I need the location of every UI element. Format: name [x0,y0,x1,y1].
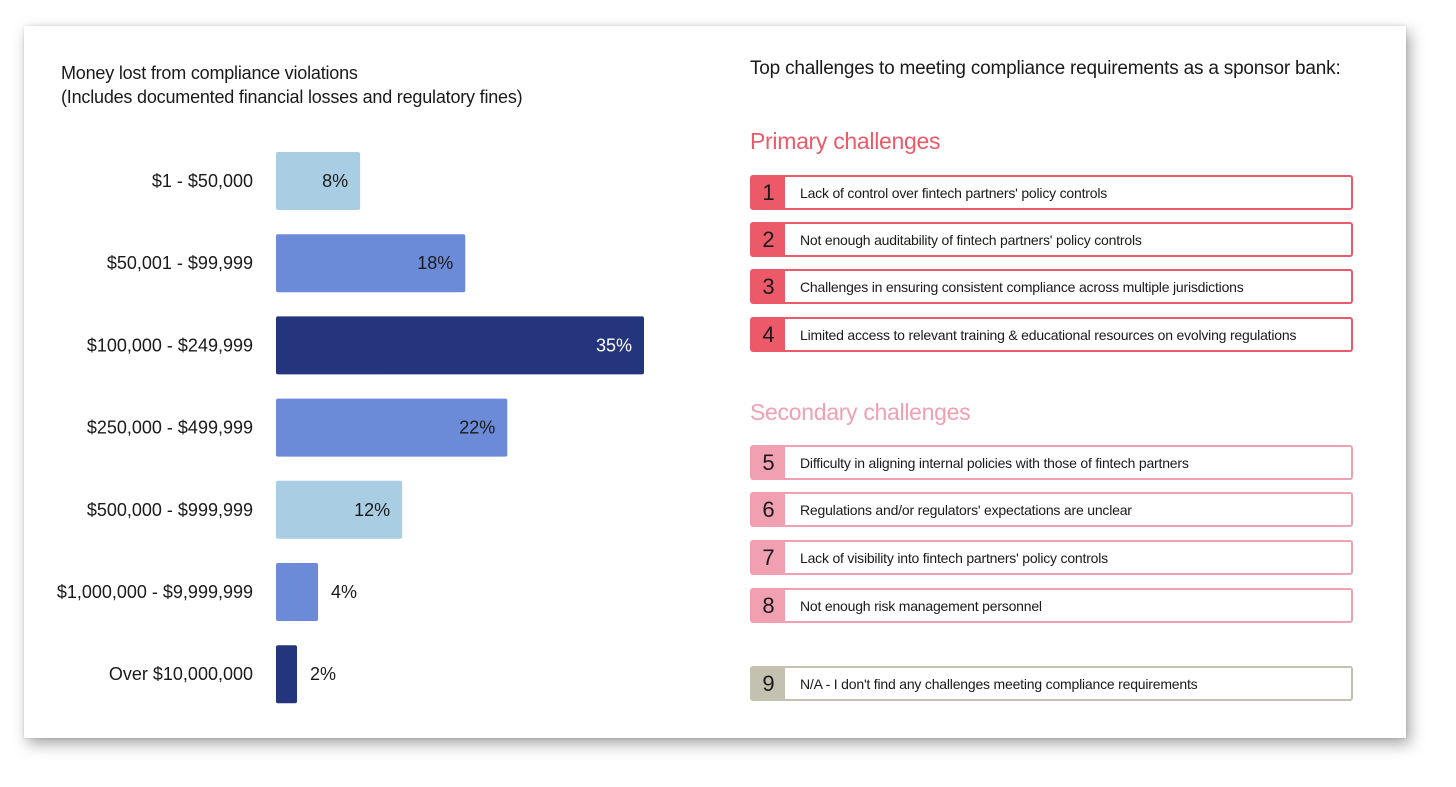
money-lost-bar-chart: $1 - $50,000 8% $50,001 - $99,999 18% $100,0… [57,152,644,704]
data-label: 22% [459,418,495,438]
challenge-text: Challenges in ensuring consistent compli… [800,278,1244,295]
data-label: 12% [354,500,390,520]
bar [276,152,361,210]
category-label: $500,000 - $999,999 [87,500,253,520]
secondary-challenges-heading: Secondary challenges [750,399,971,425]
category-label: $100,000 - $249,999 [87,335,253,355]
bar [276,480,403,539]
challenge-number: 3 [752,271,785,302]
primary-challenges-heading: Primary challenges [750,128,941,154]
bar [276,234,466,293]
challenge-text: Not enough risk management personnel [800,597,1042,614]
challenge-text: Lack of visibility into fintech partners… [800,549,1108,566]
bar [276,398,508,457]
challenge-number: 9 [752,668,785,699]
category-label: $50,001 - $99,999 [107,253,253,273]
challenge-number: 4 [752,319,785,350]
bar [276,316,644,375]
challenge-text: Difficulty in aligning internal policies… [800,454,1189,471]
challenge-item: 5 Difficulty in aligning internal polici… [750,445,1353,480]
challenge-item: 1 Lack of control over fintech partners'… [750,175,1353,210]
bar [276,645,298,704]
category-label: Over $10,000,000 [109,664,253,684]
challenge-item: 6 Regulations and/or regulators' expecta… [750,492,1353,527]
challenges-heading: Top challenges to meeting compliance req… [750,58,1341,79]
chart-title-text: Money lost from compliance violations [61,63,358,83]
category-label: $1 - $50,000 [152,171,253,191]
challenge-number: 5 [752,447,785,478]
data-label: 4% [331,582,357,602]
challenge-text: Limited access to relevant training & ed… [800,326,1297,343]
category-label: $1,000,000 - $9,999,999 [57,582,253,602]
challenge-number: 7 [752,542,785,573]
challenge-number: 6 [752,494,785,525]
challenge-item: 9 N/A - I don't find any challenges meet… [750,666,1353,701]
challenge-number: 1 [752,177,785,208]
chart-subtitle-text: (Includes documented financial losses an… [61,87,523,107]
challenge-text: N/A - I don't find any challenges meetin… [800,675,1198,692]
challenge-number: 8 [752,590,785,621]
report-card: Money lost from compliance violations (I… [24,26,1406,738]
bar [276,563,319,621]
chart-title: Money lost from compliance violations (I… [61,61,523,109]
challenge-item: 4 Limited access to relevant training & … [750,317,1353,352]
challenge-item: 8 Not enough risk management personnel [750,588,1353,623]
challenge-item: 2 Not enough auditability of fintech par… [750,222,1353,257]
challenge-item: 3 Challenges in ensuring consistent comp… [750,269,1353,304]
challenge-text: Not enough auditability of fintech partn… [800,231,1142,248]
challenge-item: 7 Lack of visibility into fintech partne… [750,540,1353,575]
challenge-text: Lack of control over fintech partners' p… [800,184,1108,201]
data-label: 2% [310,664,336,684]
data-label: 18% [417,253,453,273]
challenge-text: Regulations and/or regulators' expectati… [800,501,1132,518]
data-label: 8% [322,171,348,191]
data-label: 35% [596,335,632,355]
category-label: $250,000 - $499,999 [87,418,253,438]
challenge-number: 2 [752,224,785,255]
